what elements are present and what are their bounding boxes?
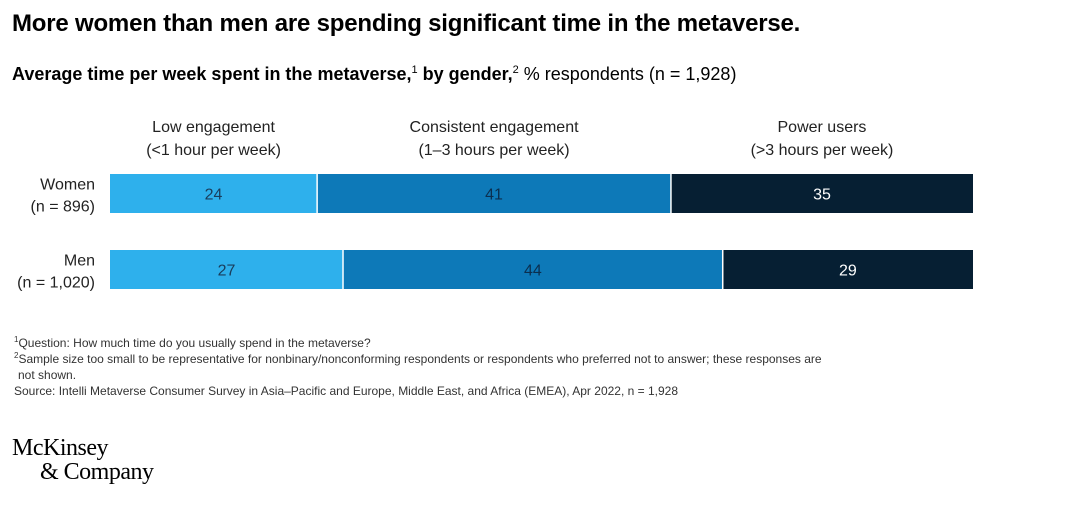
bar-men-power-users	[722, 250, 973, 289]
footnote-2-continuation: not shown.	[18, 368, 77, 382]
subtitle-bold-1: Average time per week spent in the metav…	[12, 64, 412, 84]
subtitle-bold-2: by gender,	[417, 64, 513, 84]
bar-women-low-engagement	[110, 174, 318, 213]
category-label-women: Women	[40, 177, 95, 194]
legend-low-engagement: Low engagement	[152, 119, 275, 136]
stacked-bar-chart: Low engagement (<1 hour per week) Consiste…	[17, 119, 973, 292]
bar-women-power-users	[670, 174, 973, 213]
subtitle-unit: % respondents (n = 1,928)	[518, 64, 737, 84]
legend-power-users: Power users	[778, 119, 867, 136]
data-label-men-low-engagement: 27	[218, 263, 236, 280]
category-sample-men: (n = 1,020)	[17, 275, 95, 292]
category-label-men: Men	[64, 253, 95, 270]
logo-line-1: McKinsey	[12, 435, 108, 461]
data-label-men-consistent-engagement: 44	[524, 263, 542, 280]
legend-power-users-detail: (>3 hours per week)	[751, 142, 894, 159]
footnote-2: 2Sample size too small to be representat…	[14, 351, 974, 367]
chart-subtitle: Average time per week spent in the metav…	[12, 64, 736, 85]
logo-line-2: & Company	[40, 459, 154, 485]
bar-women-consistent-engagement	[317, 174, 671, 213]
footnotes: 1Question: How much time do you usually …	[14, 335, 974, 399]
data-label-women-power-users: 35	[813, 187, 831, 204]
data-label-women-consistent-engagement: 41	[485, 187, 503, 204]
footnote-ref-1: 1	[411, 64, 418, 76]
data-label-women-low-engagement: 24	[205, 187, 223, 204]
footnote-2-text: Sample size too small to be representati…	[18, 352, 822, 366]
source-note: Source: Intelli Metaverse Consumer Surve…	[14, 384, 679, 398]
footnote-1-marker: 1	[14, 335, 19, 344]
footnote-2-marker: 2	[14, 351, 19, 360]
legend-consistent-engagement: Consistent engagement	[410, 119, 580, 136]
mckinsey-logo: McKinsey & Company	[12, 436, 154, 484]
footnote-ref-2: 2	[512, 64, 519, 76]
bar-men-consistent-engagement	[343, 250, 723, 289]
legend-consistent-engagement-detail: (1–3 hours per week)	[418, 142, 569, 159]
chart-title: More women than men are spending signifi…	[12, 10, 801, 37]
data-label-men-power-users: 29	[839, 263, 857, 280]
footnote-1-text: Question: How much time do you usually s…	[18, 336, 371, 350]
category-sample-women: (n = 896)	[31, 199, 95, 216]
bar-men-low-engagement	[110, 250, 344, 289]
footnote-1: 1Question: How much time do you usually …	[14, 335, 974, 351]
legend-low-engagement-detail: (<1 hour per week)	[146, 142, 281, 159]
